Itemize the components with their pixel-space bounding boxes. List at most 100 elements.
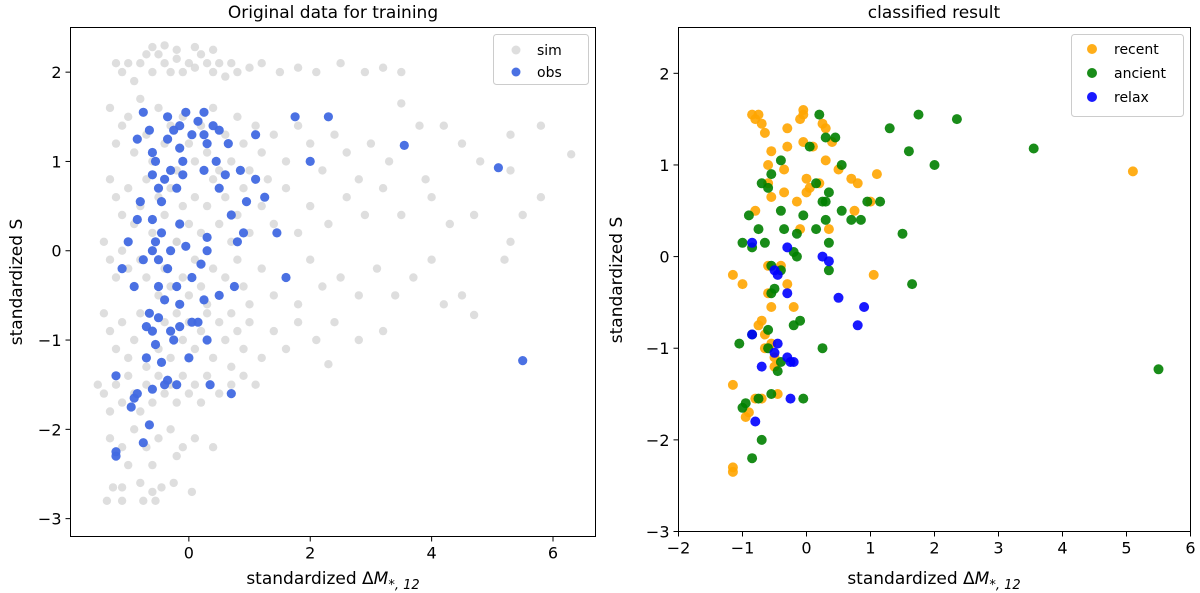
x-axis-label: standardized ΔM*, 12 (246, 569, 419, 593)
point-sim (117, 496, 127, 505)
point-obs (169, 335, 179, 345)
point-sim (148, 42, 157, 52)
point-obs (251, 174, 261, 184)
point-obs (199, 295, 209, 305)
point-sim (227, 380, 236, 389)
point-sim (221, 72, 230, 81)
y-tick-label: −1 (646, 339, 670, 358)
point-obs (160, 174, 170, 184)
point-sim (157, 483, 166, 492)
point-sim (105, 407, 115, 416)
point-obs (172, 380, 182, 390)
point-obs (187, 130, 197, 140)
point-sim (111, 193, 121, 202)
point-sim (439, 121, 448, 130)
point-obs (229, 281, 239, 292)
point-ancient (913, 109, 924, 120)
point-ancient (772, 366, 783, 377)
point-obs (147, 214, 157, 225)
point-sim (312, 67, 321, 77)
point-sim (506, 237, 515, 246)
point-recent (782, 279, 793, 290)
point-obs (129, 281, 139, 292)
point-ancient (747, 453, 758, 464)
point-sim (221, 193, 230, 202)
point-sim (536, 193, 546, 202)
point-sim (124, 460, 133, 470)
point-sim (263, 175, 272, 184)
legend-label-obs: obs (537, 65, 562, 81)
point-ancient (1028, 143, 1039, 154)
point-ancient (817, 343, 828, 354)
x-axis: −2 −1 0 1 2 3 4 5 6 (667, 531, 1196, 558)
point-recent (782, 123, 793, 134)
point-recent (795, 114, 806, 125)
y-tick-label: −2 (646, 431, 670, 450)
point-obs (175, 299, 185, 309)
point-obs (132, 214, 142, 225)
point-sim (281, 184, 291, 193)
point-sim (130, 335, 139, 345)
point-sim (245, 166, 254, 175)
point-sim (293, 63, 303, 72)
point-sim (136, 94, 145, 104)
point-obs (184, 353, 194, 363)
point-sim (105, 103, 115, 113)
point-ancient (875, 196, 886, 207)
point-obs (144, 125, 154, 135)
point-ancient (811, 224, 822, 235)
point-obs (144, 308, 154, 318)
point-relax (769, 265, 780, 276)
point-obs (172, 183, 182, 193)
point-sim (124, 371, 133, 380)
point-sim (257, 59, 266, 68)
point-ancient (823, 187, 834, 198)
point-sim (108, 483, 118, 492)
point-sim (196, 50, 206, 59)
point-ancient (759, 237, 770, 248)
point-sim (354, 175, 363, 184)
point-sim (136, 59, 145, 68)
point-obs (163, 112, 173, 122)
point-sim (130, 148, 139, 157)
chart-title: Original data for training (228, 3, 438, 23)
point-sim (196, 398, 206, 407)
y-tick-label: 2 (51, 63, 61, 82)
point-sim (151, 496, 160, 505)
point-sim (469, 310, 479, 320)
point-ancient (756, 434, 767, 445)
x-axis-label-symbol: M (374, 569, 389, 589)
x-axis-label-prefix: standardized Δ (246, 569, 374, 589)
point-sim (190, 157, 200, 166)
point-sim (190, 193, 200, 202)
x-tick-label: 0 (184, 544, 194, 563)
point-obs (144, 420, 154, 430)
point-ancient (1153, 364, 1164, 375)
point-ancient (798, 210, 809, 221)
point-sim (215, 389, 224, 398)
point-sim (208, 353, 218, 363)
point-sim (202, 148, 212, 157)
point-sim (99, 389, 109, 398)
point-obs (226, 210, 236, 220)
point-sim (190, 344, 200, 354)
point-sim (409, 273, 418, 282)
point-sim (397, 210, 406, 220)
x-axis-label-subscript: *, 12 (989, 578, 1020, 593)
point-sim (117, 318, 127, 327)
point-sim (187, 487, 197, 497)
point-sim (202, 59, 212, 68)
point-sim (111, 344, 121, 354)
point-sim (148, 67, 157, 77)
y-tick-label: −2 (38, 420, 62, 439)
point-ancient (836, 205, 847, 216)
point-obs (202, 232, 212, 242)
point-sim (111, 139, 121, 148)
point-sim (184, 219, 194, 229)
point-sim (124, 59, 133, 68)
point-sim (324, 360, 333, 369)
point-ancient (823, 265, 834, 276)
legend-label-relax: relax (1114, 90, 1149, 106)
point-recent (820, 123, 831, 134)
point-sim (384, 157, 394, 166)
